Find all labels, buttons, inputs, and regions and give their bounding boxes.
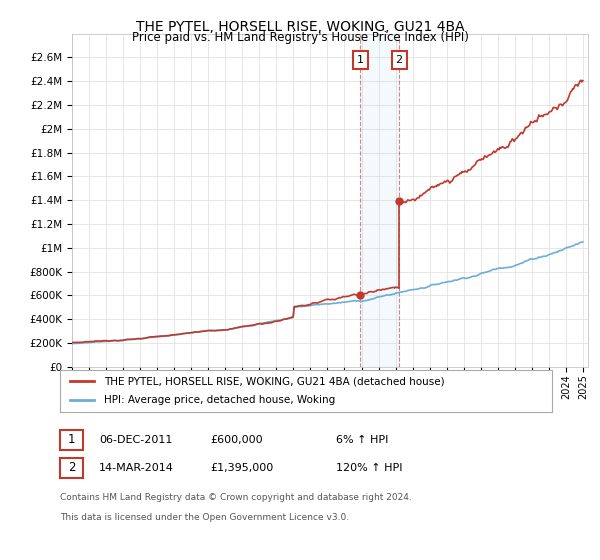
Text: 2: 2	[68, 461, 75, 474]
Text: £600,000: £600,000	[210, 435, 263, 445]
Text: 6% ↑ HPI: 6% ↑ HPI	[336, 435, 388, 445]
Text: THE PYTEL, HORSELL RISE, WOKING, GU21 4BA (detached house): THE PYTEL, HORSELL RISE, WOKING, GU21 4B…	[104, 376, 445, 386]
Bar	[360, 34, 399, 367]
Text: 1: 1	[68, 433, 75, 446]
Text: 14-MAR-2014: 14-MAR-2014	[99, 463, 174, 473]
Text: This data is licensed under the Open Government Licence v3.0.: This data is licensed under the Open Gov…	[60, 513, 349, 522]
Text: HPI: Average price, detached house, Woking: HPI: Average price, detached house, Woki…	[104, 395, 335, 405]
Text: Price paid vs. HM Land Registry's House Price Index (HPI): Price paid vs. HM Land Registry's House …	[131, 31, 469, 44]
Text: 1: 1	[356, 55, 364, 65]
Text: 2: 2	[395, 55, 403, 65]
Text: THE PYTEL, HORSELL RISE, WOKING, GU21 4BA: THE PYTEL, HORSELL RISE, WOKING, GU21 4B…	[136, 20, 464, 34]
Text: Contains HM Land Registry data © Crown copyright and database right 2024.: Contains HM Land Registry data © Crown c…	[60, 493, 412, 502]
Text: 120% ↑ HPI: 120% ↑ HPI	[336, 463, 403, 473]
Text: 06-DEC-2011: 06-DEC-2011	[99, 435, 172, 445]
Text: £1,395,000: £1,395,000	[210, 463, 273, 473]
